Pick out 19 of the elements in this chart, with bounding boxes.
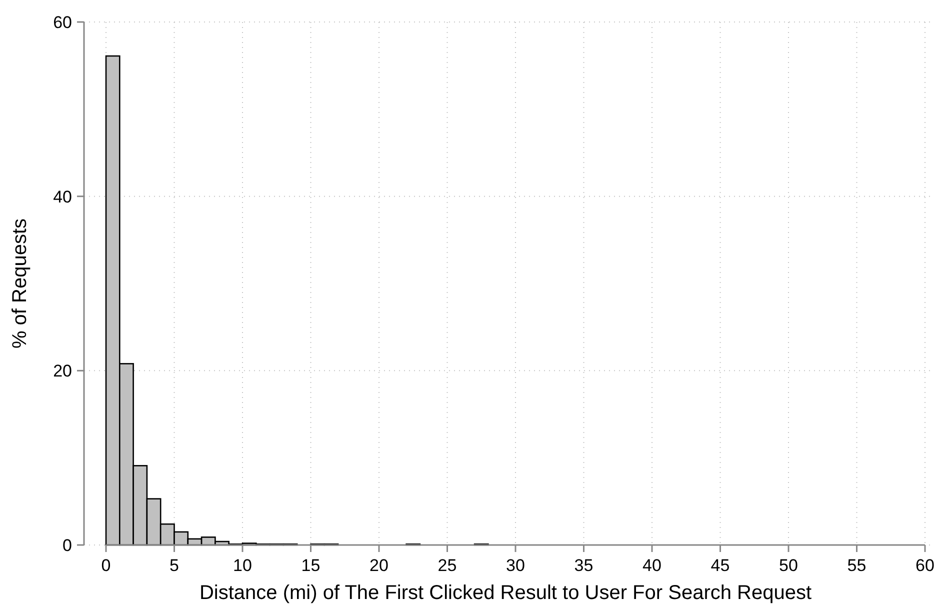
y-axis-title: % of Requests	[9, 218, 31, 349]
y-tick-label: 40	[53, 187, 72, 206]
x-tick-label: 5	[170, 556, 179, 575]
x-tick-label: 15	[301, 556, 320, 575]
x-tick-label: 10	[233, 556, 252, 575]
y-tick-label: 60	[53, 12, 72, 32]
x-tick-label: 50	[779, 556, 798, 575]
x-tick-label: 40	[642, 556, 662, 575]
x-tick-label: 25	[438, 556, 457, 575]
x-tick-label: 55	[847, 556, 866, 575]
x-tick-label: 30	[506, 556, 525, 575]
x-tick-label: 0	[101, 556, 111, 575]
x-axis-title: Distance (mi) of The First Clicked Result to User For Search Request	[199, 582, 812, 604]
x-tick-label: 45	[710, 556, 730, 575]
x-tick-label: 20	[370, 556, 388, 575]
x-tick-label: 35	[574, 556, 594, 575]
y-tick-label: 20	[53, 362, 72, 381]
y-tick-label: 0	[62, 536, 72, 555]
x-tick-label: 60	[916, 556, 934, 575]
